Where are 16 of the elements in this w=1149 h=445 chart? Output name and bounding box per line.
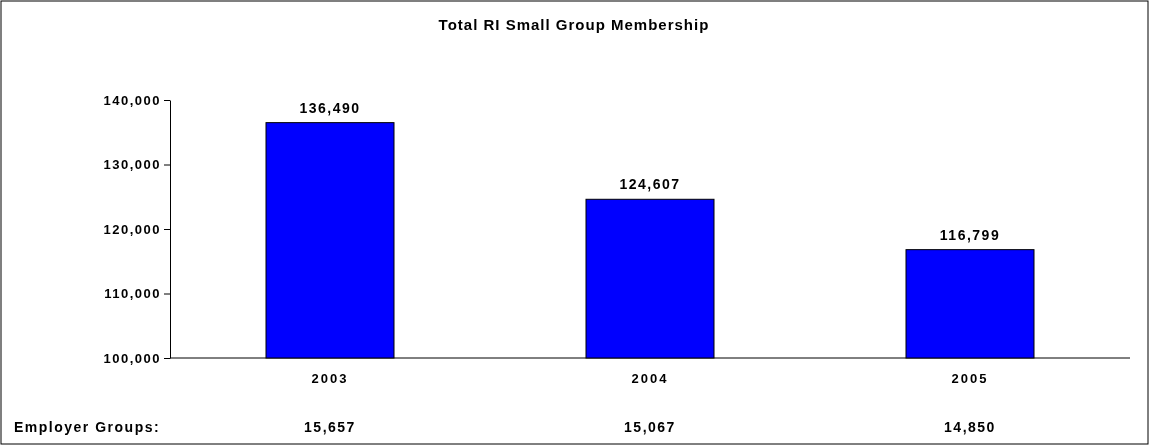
chart-title: Total RI Small Group Membership — [438, 16, 710, 33]
x-tick-label: 2004 — [631, 371, 669, 387]
x-tick-label: 2005 — [951, 371, 989, 387]
data-label: 116,799 — [939, 226, 1001, 243]
data-label: 124,607 — [619, 176, 681, 193]
text: Employer Groups: — [14, 419, 161, 435]
y-tick-label: 140,000 — [103, 92, 161, 108]
data-label: 136,490 — [299, 99, 361, 116]
y-tick-label: 110,000 — [104, 286, 161, 302]
text: 15,067 — [624, 419, 676, 435]
y-tick-label: 120,000 — [103, 221, 161, 237]
y-tick-label: 100,000 — [103, 350, 161, 366]
x-tick-label: 2003 — [311, 371, 349, 387]
y-tick-label: 130,000 — [103, 157, 161, 173]
text: 15,657 — [304, 419, 356, 435]
text: 14,850 — [944, 419, 996, 435]
